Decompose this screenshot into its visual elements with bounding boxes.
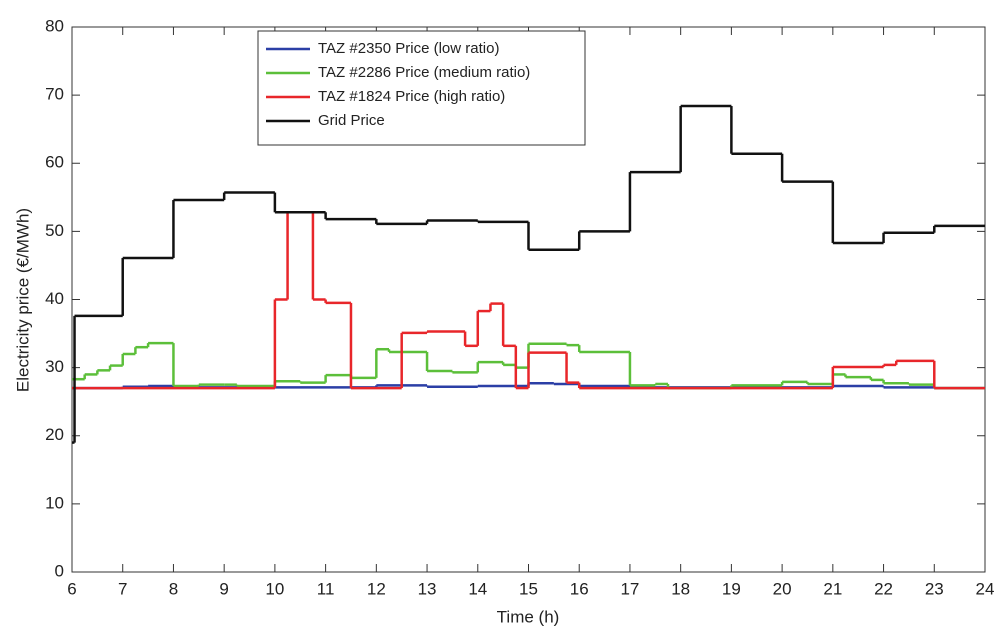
x-tick-label: 14	[468, 579, 487, 598]
y-tick-label: 30	[45, 357, 64, 376]
y-axis-label: Electricity price (€/MWh)	[13, 208, 32, 392]
x-tick-label: 16	[570, 579, 589, 598]
x-tick-label: 11	[317, 579, 335, 598]
legend-label: TAZ #2350 Price (low ratio)	[318, 40, 499, 57]
plot-lines	[72, 104, 985, 444]
x-tick-label: 21	[823, 579, 842, 598]
x-tick-label: 17	[620, 579, 639, 598]
y-tick-label: 40	[45, 289, 64, 308]
x-tick-label: 24	[976, 579, 995, 598]
y-tick-label: 60	[45, 153, 64, 172]
legend-label: TAZ #2286 Price (medium ratio)	[318, 64, 530, 81]
x-tick-label: 10	[265, 579, 284, 598]
x-tick-label: 6	[67, 579, 76, 598]
x-tick-label: 13	[418, 579, 437, 598]
legend-label: Grid Price	[318, 112, 385, 129]
y-tick-label: 80	[45, 16, 64, 35]
y-tick-label: 20	[45, 425, 64, 444]
x-tick-label: 7	[118, 579, 127, 598]
legend-box	[257, 30, 586, 146]
x-tick-label: 12	[367, 579, 386, 598]
x-tick-label: 22	[874, 579, 893, 598]
x-tick-label: 20	[773, 579, 792, 598]
x-tick-label: 9	[219, 579, 228, 598]
y-tick-label: 0	[55, 561, 64, 580]
x-tick-label: 8	[169, 579, 178, 598]
y-tick-label: 70	[45, 85, 64, 104]
y-tick-label: 10	[45, 493, 64, 512]
x-tick-label: 23	[925, 579, 944, 598]
y-tick-label: 50	[45, 221, 64, 240]
x-tick-label: 15	[519, 579, 538, 598]
x-tick-label: 18	[671, 579, 690, 598]
x-tick-label: 19	[722, 579, 741, 598]
x-axis-label: Time (h)	[497, 607, 560, 626]
legend-label: TAZ #1824 Price (high ratio)	[318, 88, 505, 105]
legend: TAZ #2350 Price (low ratio) TAZ #2286 Pri…	[257, 30, 586, 146]
